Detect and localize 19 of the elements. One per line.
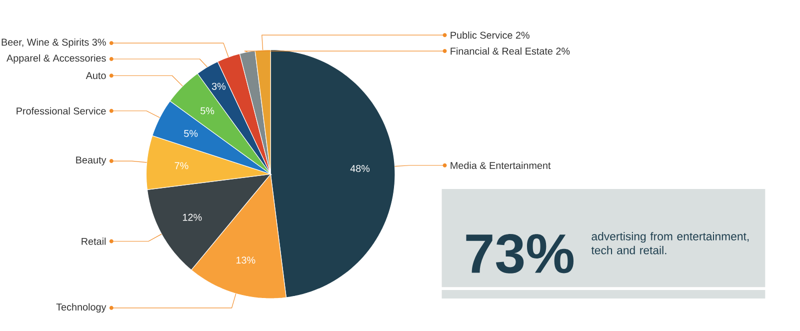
slice-label: Beauty	[76, 156, 106, 166]
data-label: 7%	[174, 162, 188, 170]
slice-label: Auto	[86, 72, 106, 79]
data-label: 5%	[200, 107, 214, 114]
slice-label: Financial & Real Estate 2%	[450, 47, 570, 54]
slice-label: Apparel & Accessories	[6, 54, 106, 64]
slice-label: Public Service 2%	[450, 31, 530, 39]
data-label: 5%	[184, 130, 198, 137]
slice-label: Beer, Wine & Spirits 3%	[2, 38, 106, 48]
slice-label: Technology	[56, 303, 106, 312]
slice-label: Media & Entertainment	[450, 162, 551, 169]
data-label: 48%	[350, 164, 370, 172]
data-label: 13%	[236, 256, 256, 264]
slice-label: Professional Service	[16, 107, 106, 114]
data-label: 3%	[212, 82, 226, 90]
text: advertising from entertainment, tech and retail.	[591, 232, 749, 254]
data-label: 12%	[182, 214, 202, 221]
slice-label: Retail	[82, 237, 106, 245]
text: 73%	[466, 234, 574, 274]
